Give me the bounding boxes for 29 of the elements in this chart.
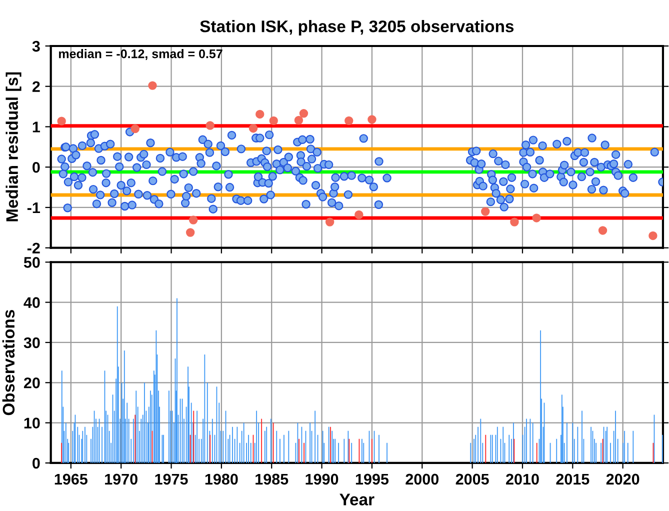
x-tick-label: 1970 [105, 474, 138, 485]
y-tick-label: 2 [32, 81, 40, 92]
x-tick-label: 1995 [356, 474, 389, 485]
x-tick-label: 2010 [506, 474, 539, 485]
annotation: median = -0.12, smad = 0.57 [59, 49, 222, 60]
y-tick-label: 3 [32, 40, 40, 52]
x-tick-label: 2020 [606, 474, 640, 485]
x-axis-title: Year [340, 494, 374, 506]
x-tick-label: 1965 [54, 474, 88, 485]
x-tick-label: 2015 [556, 474, 590, 485]
x-tick-label: 1985 [256, 474, 288, 485]
x-tick-label: 1990 [306, 474, 338, 485]
y-axis-title: Observations [2, 310, 15, 416]
y-tick-label: 20 [24, 378, 40, 388]
y-tick-label: 1 [32, 122, 40, 132]
chart-title: Station ISK, phase P, 3205 observations [200, 20, 514, 36]
y-tick-label: 30 [24, 337, 40, 348]
x-tick-label: 2000 [406, 474, 439, 485]
x-tick-label: 2005 [456, 474, 489, 485]
x-tick-label: 1980 [205, 474, 238, 485]
y-tick-label: -1 [27, 202, 40, 213]
y-axis-title: Median residual [s] [6, 72, 22, 222]
y-tick-label: 0 [32, 458, 40, 469]
y-tick-label: 10 [24, 418, 40, 428]
x-tick-label: 1975 [155, 474, 188, 485]
y-tick-label: 50 [24, 257, 40, 268]
y-tick-label: -2 [27, 242, 40, 254]
y-tick-label: 40 [24, 297, 40, 308]
y-tick-label: 0 [32, 162, 40, 173]
